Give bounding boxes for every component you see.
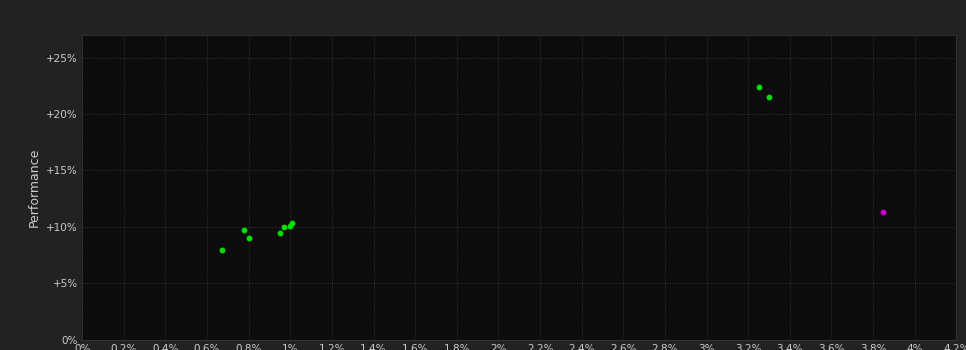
Y-axis label: Performance: Performance (28, 148, 41, 227)
Point (876, 209, 892, 215)
Point (761, 94, 777, 100)
Point (213, 247, 229, 253)
Point (285, 220, 300, 226)
Point (751, 84, 766, 90)
Point (282, 223, 298, 229)
Point (272, 231, 288, 236)
Point (237, 227, 252, 233)
Point (241, 235, 256, 241)
Point (276, 224, 292, 230)
